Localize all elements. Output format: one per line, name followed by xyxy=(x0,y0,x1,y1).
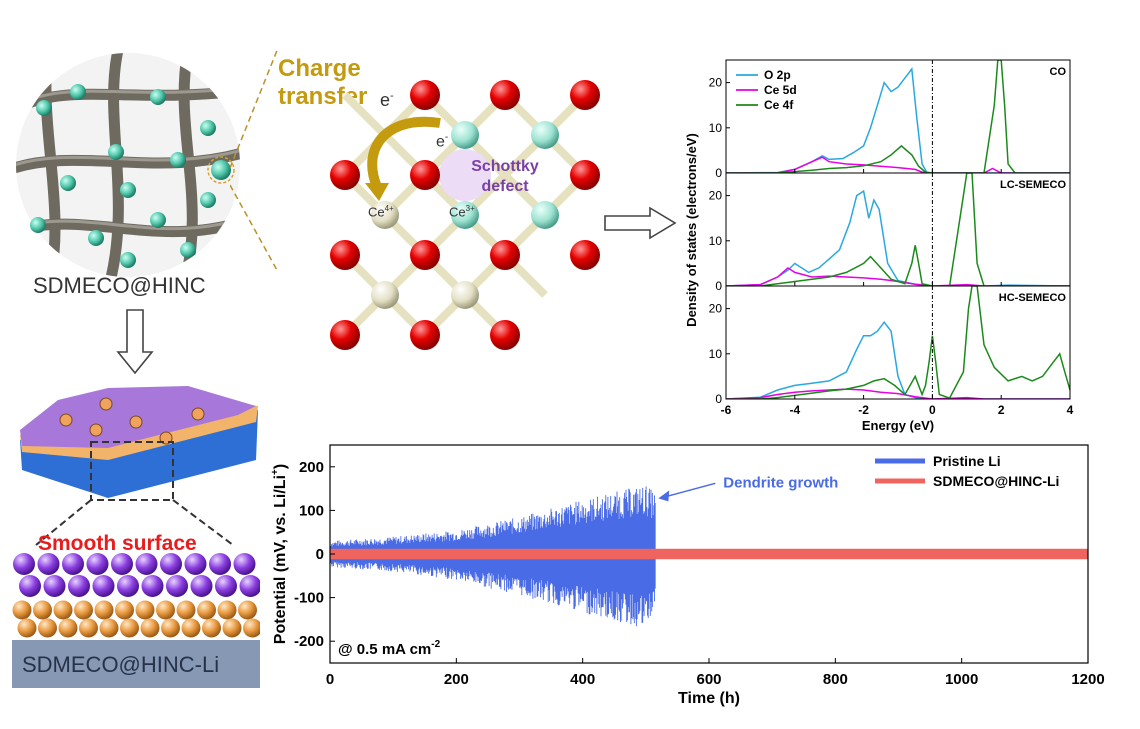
dos-y-tick-label: 10 xyxy=(709,121,723,135)
network-illustration xyxy=(8,50,258,280)
cyc-y-tick-label: 100 xyxy=(299,502,324,519)
dos-legend-label: O 2p xyxy=(764,68,791,82)
li-atom-layer xyxy=(13,553,262,597)
dendrite-growth-label: Dendrite growth xyxy=(723,474,838,491)
anode-svg xyxy=(20,386,258,546)
dos-legend-label: Ce 5d xyxy=(764,83,797,97)
dendrite-arrow xyxy=(663,482,716,499)
cyc-y-tick-label: 0 xyxy=(316,546,324,563)
cycling-chart: 200 100 0 -100 -200 0 200 400 600 800 1000 1200 Time… xyxy=(265,440,1140,724)
cyc-x-tick-label: 1200 xyxy=(1071,671,1104,688)
transfer-arrow xyxy=(367,116,441,189)
cyc-y-tick-label: -200 xyxy=(294,633,324,650)
dos-x-tick-label: -2 xyxy=(858,403,869,417)
dos-panel-name: HC-SEMECO xyxy=(999,292,1067,304)
dos-panel-name: LC-SEMECO xyxy=(1000,179,1066,191)
zoom-marker xyxy=(207,156,235,184)
dos-y-tick-label: 0 xyxy=(715,166,722,180)
dos-y-tick-label: 20 xyxy=(709,76,723,90)
li-ions xyxy=(59,397,205,445)
dos-panel-0: 20 10 0 CO xyxy=(709,59,1071,180)
transfer-arrowhead xyxy=(365,183,389,201)
dos-panel-1: 20 10 0 LC-SEMECO xyxy=(709,172,1071,293)
stack-svg xyxy=(12,553,262,688)
cyc-x-tick-label: 600 xyxy=(696,671,721,688)
cyc-x-tick-label: 1000 xyxy=(945,671,978,688)
dos-series-line xyxy=(726,156,1070,173)
dos-chart: 20 10 0 CO 20 10 0 LC-SEMECO 20 10 0 HC-SEMECO -6 -4-… xyxy=(680,55,1140,440)
cyc-x-tick-label: 400 xyxy=(570,671,595,688)
ce4-atoms xyxy=(371,201,479,309)
zoom-box xyxy=(90,441,174,501)
nanoparticles xyxy=(30,84,231,268)
charge-label: Charge xyxy=(278,55,361,82)
dos-series-line xyxy=(726,173,1070,286)
cyc-legend-label: SDMECO@HINC-Li xyxy=(933,473,1059,489)
sdmeco-hinc-li-label: SDMECO@HINC-Li xyxy=(22,652,220,677)
lattice-illustration xyxy=(315,75,610,355)
dos-y-tick-label: 0 xyxy=(715,392,722,406)
dos-y-tick-label: 10 xyxy=(709,347,723,361)
cyc-x-tick-label: 800 xyxy=(823,671,848,688)
dos-x-tick-label: 4 xyxy=(1067,403,1074,417)
dos-legend-label: Ce 4f xyxy=(764,98,794,112)
oxygen-atoms xyxy=(330,80,600,350)
electron-label-1: e- xyxy=(380,90,394,110)
dos-y-tick-label: 20 xyxy=(709,189,723,203)
dos-series-line xyxy=(726,388,1070,399)
sdmeco-li-trace xyxy=(330,548,1088,560)
current-density-label: @ 0.5 mA cm-2 xyxy=(338,639,441,658)
ce3-label: Ce3+ xyxy=(449,204,475,220)
dos-panel-frame xyxy=(725,285,1071,400)
network-svg xyxy=(16,53,240,277)
dos-x-axis-label: Energy (eV) xyxy=(862,418,934,433)
ce3-atoms xyxy=(451,121,559,229)
lattice-svg xyxy=(330,80,600,350)
sdmeco-hinc-label: SDMECO@HINC xyxy=(33,273,206,298)
dendrite-arrowhead xyxy=(658,490,670,502)
layered-stack xyxy=(12,552,262,688)
dos-y-tick-label: 20 xyxy=(709,302,723,316)
zoom-lines xyxy=(230,47,279,273)
schottky-defect-label: Schottky defect xyxy=(471,158,539,195)
cyc-legend-label: Pristine Li xyxy=(933,453,1001,469)
ce4-label: Ce4+ xyxy=(368,204,394,220)
cyc-y-axis-label: Potential (mV, vs. Li/Li+) xyxy=(270,464,289,644)
dos-panel-name: CO xyxy=(1050,66,1067,78)
smooth-surface-label: Smooth surface xyxy=(38,532,197,555)
schottky-defect-glow xyxy=(439,149,491,201)
dos-x-tick-label: 0 xyxy=(929,403,936,417)
dos-series-line xyxy=(726,60,1070,173)
down-hollow-arrow xyxy=(116,309,154,375)
dos-y-axis-label: Density of states (electrons/eV) xyxy=(684,133,699,327)
cyc-x-tick-label: 200 xyxy=(444,671,469,688)
electron-label-2: e- xyxy=(436,132,449,151)
substrate xyxy=(12,640,260,688)
interphase-layer xyxy=(12,600,262,638)
dos-y-tick-label: 10 xyxy=(709,234,723,248)
dos-series-line xyxy=(726,286,1070,399)
dos-panel-2: 20 10 0 HC-SEMECO xyxy=(709,285,1071,406)
cyc-x-axis-label: Time (h) xyxy=(678,690,740,707)
cyc-y-tick-label: 200 xyxy=(299,459,324,476)
cyc-x-tick-label: 0 xyxy=(326,671,334,688)
cyc-y-tick-label: -100 xyxy=(294,590,324,607)
dos-x-tick-label: 2 xyxy=(998,403,1005,417)
anode-illustration xyxy=(18,380,263,550)
dos-x-tick-label: -6 xyxy=(721,403,732,417)
dos-x-tick-label: -4 xyxy=(789,403,800,417)
dos-series-line xyxy=(726,189,1070,286)
right-hollow-arrow xyxy=(604,206,677,240)
dos-y-tick-label: 0 xyxy=(715,279,722,293)
